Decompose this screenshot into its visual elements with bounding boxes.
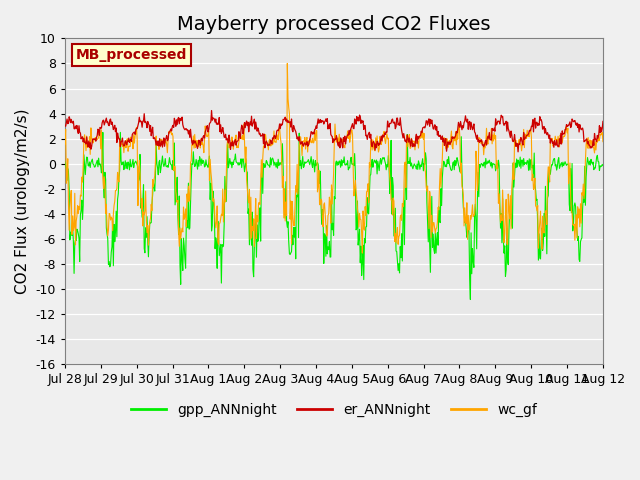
Title: Mayberry processed CO2 Fluxes: Mayberry processed CO2 Fluxes (177, 15, 491, 34)
Y-axis label: CO2 Flux (urology/m2/s): CO2 Flux (urology/m2/s) (15, 108, 30, 294)
Legend: gpp_ANNnight, er_ANNnight, wc_gf: gpp_ANNnight, er_ANNnight, wc_gf (125, 397, 543, 423)
Text: MB_processed: MB_processed (76, 48, 187, 62)
